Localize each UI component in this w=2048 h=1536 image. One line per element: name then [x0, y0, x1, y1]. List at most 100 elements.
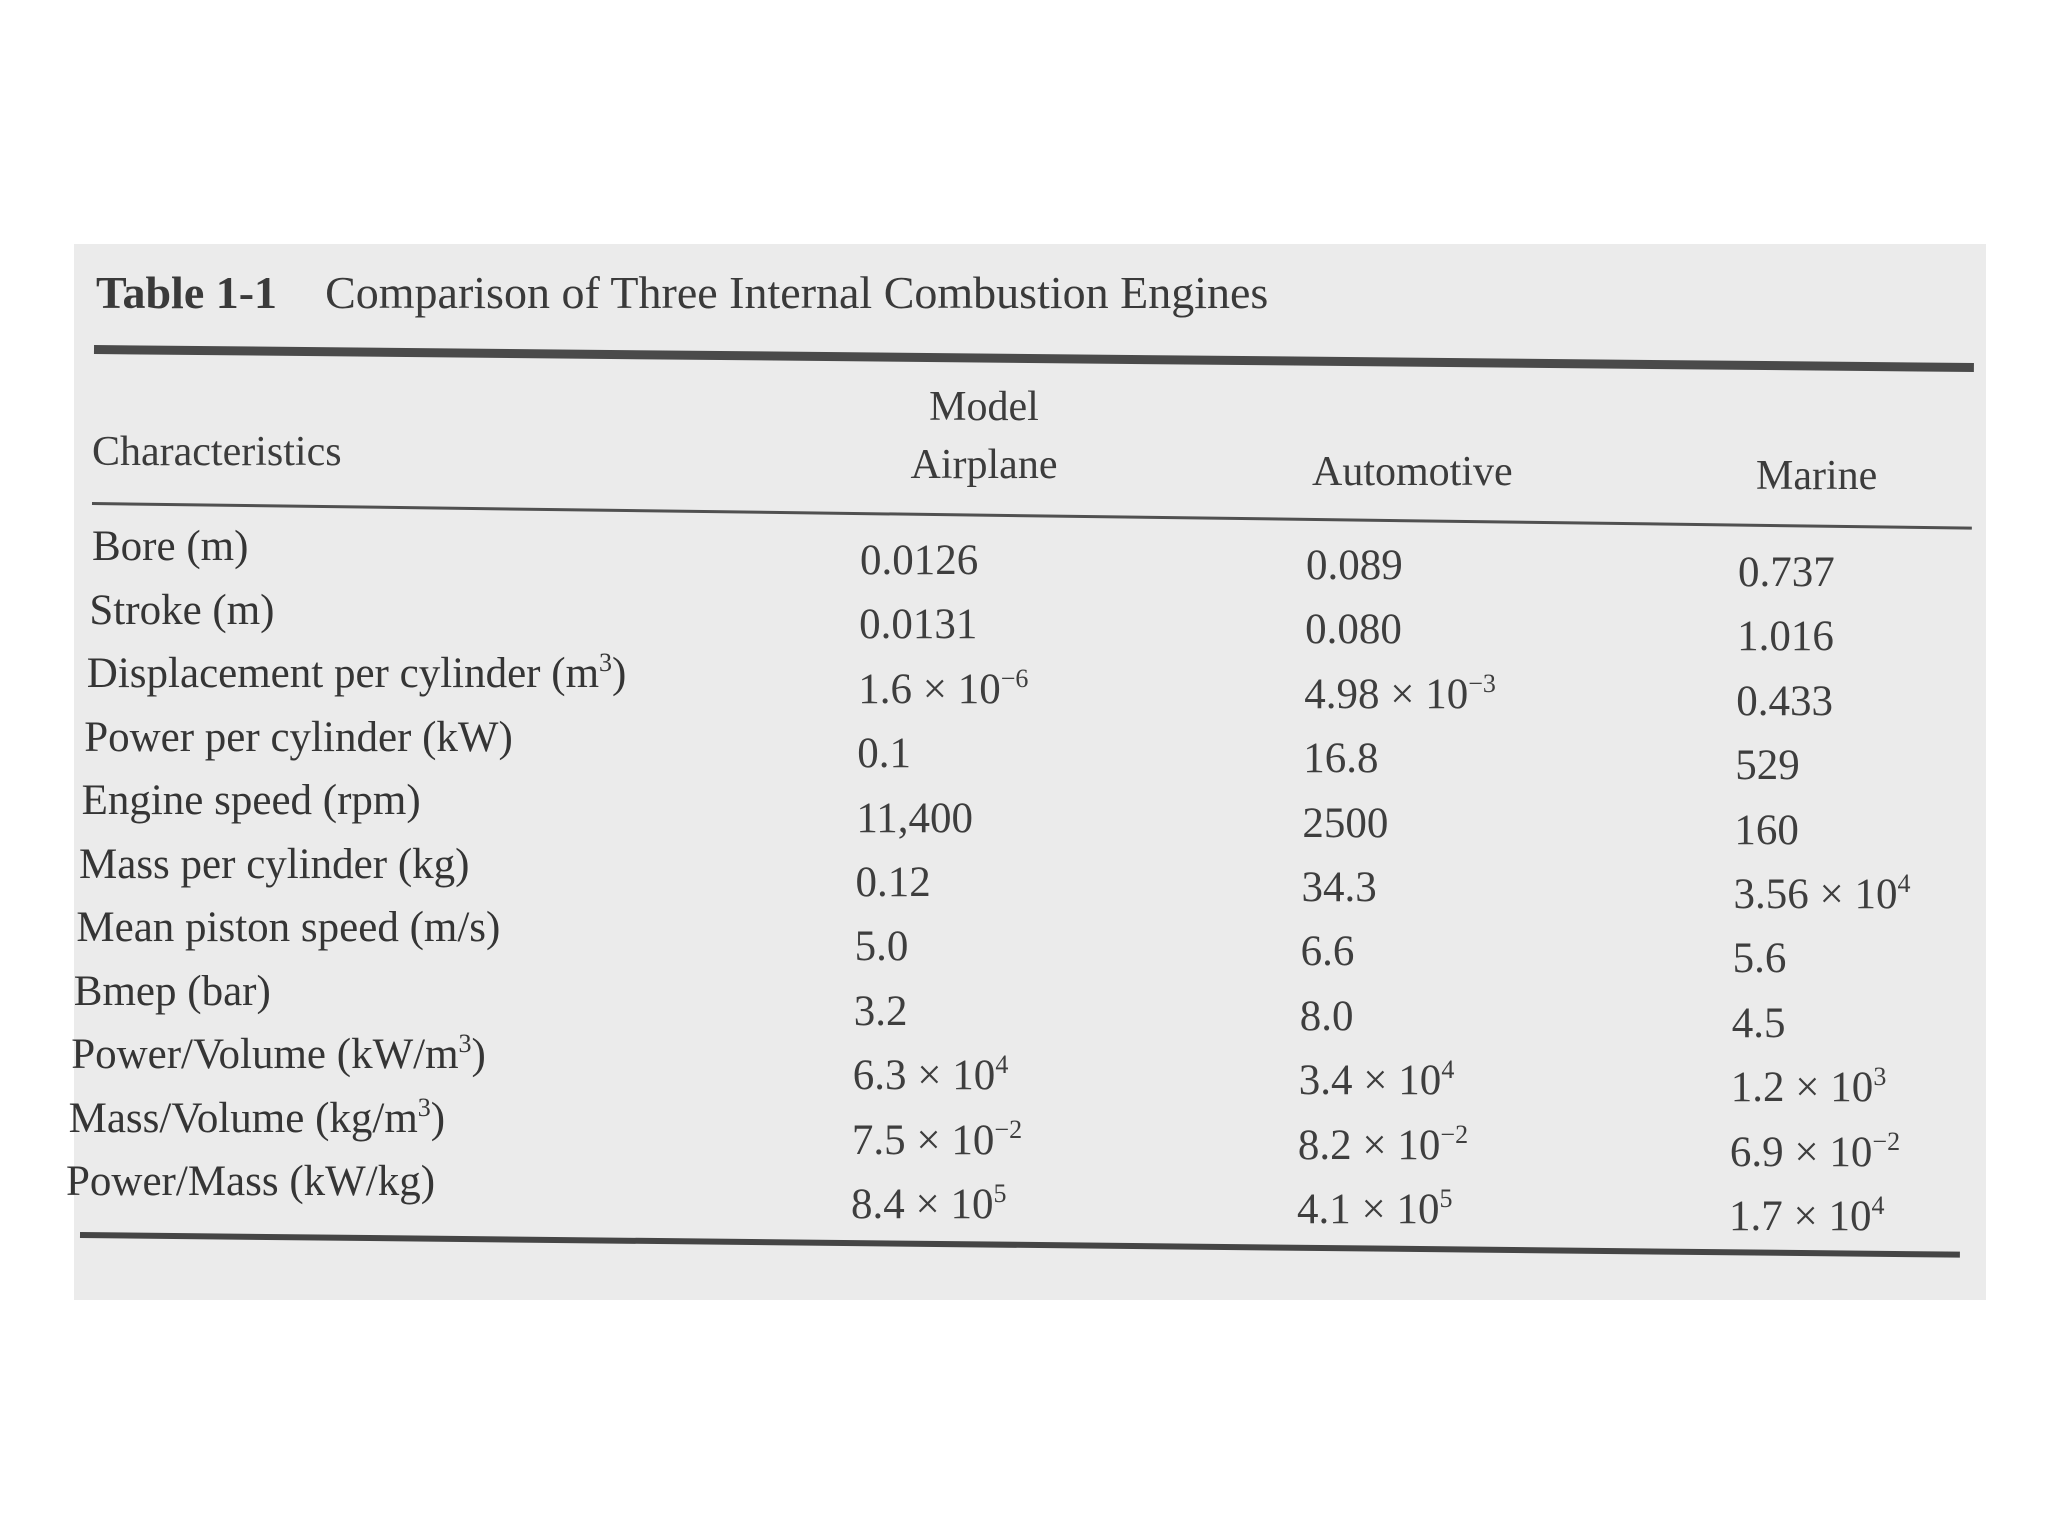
row-label-suffix: ) — [471, 1031, 486, 1078]
cell-airplane-value: 8.4 × 10 — [851, 1181, 994, 1228]
cell-airplane-value: 11,400 — [856, 794, 974, 842]
cell-automotive-value: 16.8 — [1303, 735, 1379, 783]
row-label-text: Power per cylinder (kW) — [84, 713, 513, 761]
cell-marine-value: 0.737 — [1738, 549, 1835, 596]
row-label-text: Stroke (m) — [89, 586, 275, 634]
cell-marine-value: 1.7 × 10 — [1729, 1193, 1872, 1240]
exponent: 4 — [1871, 1191, 1885, 1220]
header-automotive: Automotive — [1312, 449, 1513, 495]
row-label-text: Mean piston speed (m/s) — [76, 904, 501, 951]
cell-airplane-value: 0.1 — [857, 730, 912, 778]
cell-airplane-value: 7.5 × 10 — [851, 1116, 995, 1164]
row-label: Bmep (bar) — [74, 967, 271, 1017]
exponent: 5 — [1439, 1184, 1453, 1213]
cell-airplane: 6.3 × 104 — [853, 1051, 1009, 1101]
cell-airplane: 0.12 — [856, 858, 931, 908]
cell-marine: 0.433 — [1736, 677, 1833, 727]
cell-marine-value: 529 — [1735, 742, 1800, 790]
row-label-text: Engine speed (rpm) — [81, 777, 421, 824]
exponent: 3 — [458, 1029, 472, 1058]
exponent: 3 — [599, 648, 613, 677]
cell-automotive: 0.089 — [1306, 541, 1403, 591]
exponent: −3 — [1468, 668, 1496, 698]
cell-airplane-value: 1.6 × 10 — [858, 665, 1001, 713]
row-label: Mass per cylinder (kg) — [79, 840, 469, 890]
cell-automotive: 0.080 — [1305, 605, 1402, 655]
exponent: 3 — [417, 1092, 431, 1122]
row-label: Mass/Volume (kg/m3) — [69, 1094, 446, 1144]
cell-airplane-value: 0.0131 — [859, 601, 978, 649]
cell-marine: 0.737 — [1738, 548, 1835, 598]
cell-marine-value: 5.6 — [1732, 935, 1787, 983]
table-number: Table 1-1 — [96, 267, 278, 318]
cell-automotive: 4.98 × 10−3 — [1304, 670, 1496, 720]
exponent: 3 — [1873, 1062, 1887, 1092]
scanned-page-region — [74, 244, 1986, 1300]
cell-automotive: 8.0 — [1300, 992, 1354, 1042]
row-label: Power per cylinder (kW) — [84, 713, 513, 763]
cell-marine: 529 — [1735, 741, 1800, 791]
cell-airplane-value: 0.12 — [855, 859, 931, 906]
row-label-suffix: ) — [430, 1094, 446, 1142]
cell-automotive-value: 3.4 × 10 — [1298, 1057, 1442, 1105]
cell-automotive-value: 0.089 — [1306, 542, 1403, 589]
exponent: −2 — [1872, 1126, 1901, 1156]
row-label: Displacement per cylinder (m3) — [87, 649, 627, 699]
row-label: Power/Volume (kW/m3) — [71, 1030, 486, 1080]
row-label-text: Mass/Volume (kg/m — [68, 1094, 418, 1142]
cell-automotive-value: 0.080 — [1305, 606, 1402, 654]
cell-marine: 160 — [1734, 806, 1799, 856]
cell-marine: 1.7 × 104 — [1729, 1192, 1885, 1242]
cell-automotive-value: 8.2 × 10 — [1297, 1121, 1441, 1169]
row-label-text: Power/Mass (kW/kg) — [66, 1158, 436, 1205]
cell-marine-value: 160 — [1734, 806, 1799, 854]
table-caption: Table 1-1 Comparison of Three Internal Co… — [96, 266, 1268, 319]
exponent: 4 — [1897, 869, 1911, 898]
cell-airplane: 0.0126 — [860, 536, 978, 586]
cell-automotive-value: 6.6 — [1300, 928, 1355, 976]
cell-automotive-value: 4.1 × 10 — [1297, 1186, 1440, 1233]
row-label: Engine speed (rpm) — [82, 776, 421, 826]
exponent: 4 — [1441, 1055, 1455, 1085]
cell-marine-value: 4.5 — [1731, 999, 1786, 1047]
cell-marine: 5.6 — [1733, 934, 1787, 984]
cell-marine: 4.5 — [1732, 999, 1786, 1049]
exponent: 4 — [995, 1050, 1009, 1080]
header-model-airplane-line2: Airplane — [910, 442, 1058, 488]
row-label-text: Power/Volume (kW/m — [71, 1031, 459, 1078]
cell-automotive: 3.4 × 104 — [1299, 1056, 1455, 1106]
cell-airplane: 7.5 × 10−2 — [852, 1116, 1022, 1166]
cell-airplane: 11,400 — [856, 794, 973, 844]
cell-automotive: 4.1 × 105 — [1297, 1185, 1453, 1235]
cell-marine-value: 1.016 — [1737, 613, 1834, 661]
cell-marine: 1.2 × 103 — [1731, 1063, 1887, 1113]
cell-airplane: 0.1 — [857, 729, 911, 779]
cell-marine: 3.56 × 104 — [1734, 870, 1911, 920]
cell-airplane-value: 0.0126 — [860, 537, 979, 584]
cell-airplane: 8.4 × 105 — [851, 1180, 1007, 1230]
cell-airplane: 1.6 × 10−6 — [858, 665, 1028, 715]
cell-airplane: 5.0 — [855, 922, 909, 972]
row-label: Bore (m) — [92, 522, 248, 572]
header-marine: Marine — [1756, 453, 1878, 499]
cell-automotive-value: 2500 — [1302, 799, 1389, 847]
cell-marine-value: 3.56 × 10 — [1733, 871, 1898, 918]
row-label-text: Displacement per cylinder (m — [86, 650, 600, 697]
cell-marine-value: 0.433 — [1736, 677, 1833, 725]
row-label-text: Bore (m) — [92, 523, 249, 570]
row-label: Stroke (m) — [89, 586, 274, 636]
cell-marine: 6.9 × 10−2 — [1730, 1128, 1900, 1178]
cell-automotive: 34.3 — [1302, 863, 1377, 913]
header-model-airplane: Model Airplane — [880, 378, 1088, 494]
cell-automotive-value: 34.3 — [1301, 864, 1377, 911]
row-label-suffix: ) — [612, 650, 627, 697]
cell-automotive: 16.8 — [1303, 734, 1378, 784]
cell-marine-value: 1.2 × 10 — [1730, 1064, 1874, 1112]
header-characteristics: Characteristics — [92, 429, 342, 475]
header-model-airplane-line1: Model — [929, 384, 1039, 430]
cell-automotive: 8.2 × 10−2 — [1298, 1121, 1468, 1171]
cell-automotive: 2500 — [1302, 799, 1388, 849]
cell-airplane-value: 5.0 — [854, 923, 909, 971]
cell-automotive-value: 4.98 × 10 — [1304, 670, 1469, 718]
cell-marine-value: 6.9 × 10 — [1729, 1128, 1873, 1176]
